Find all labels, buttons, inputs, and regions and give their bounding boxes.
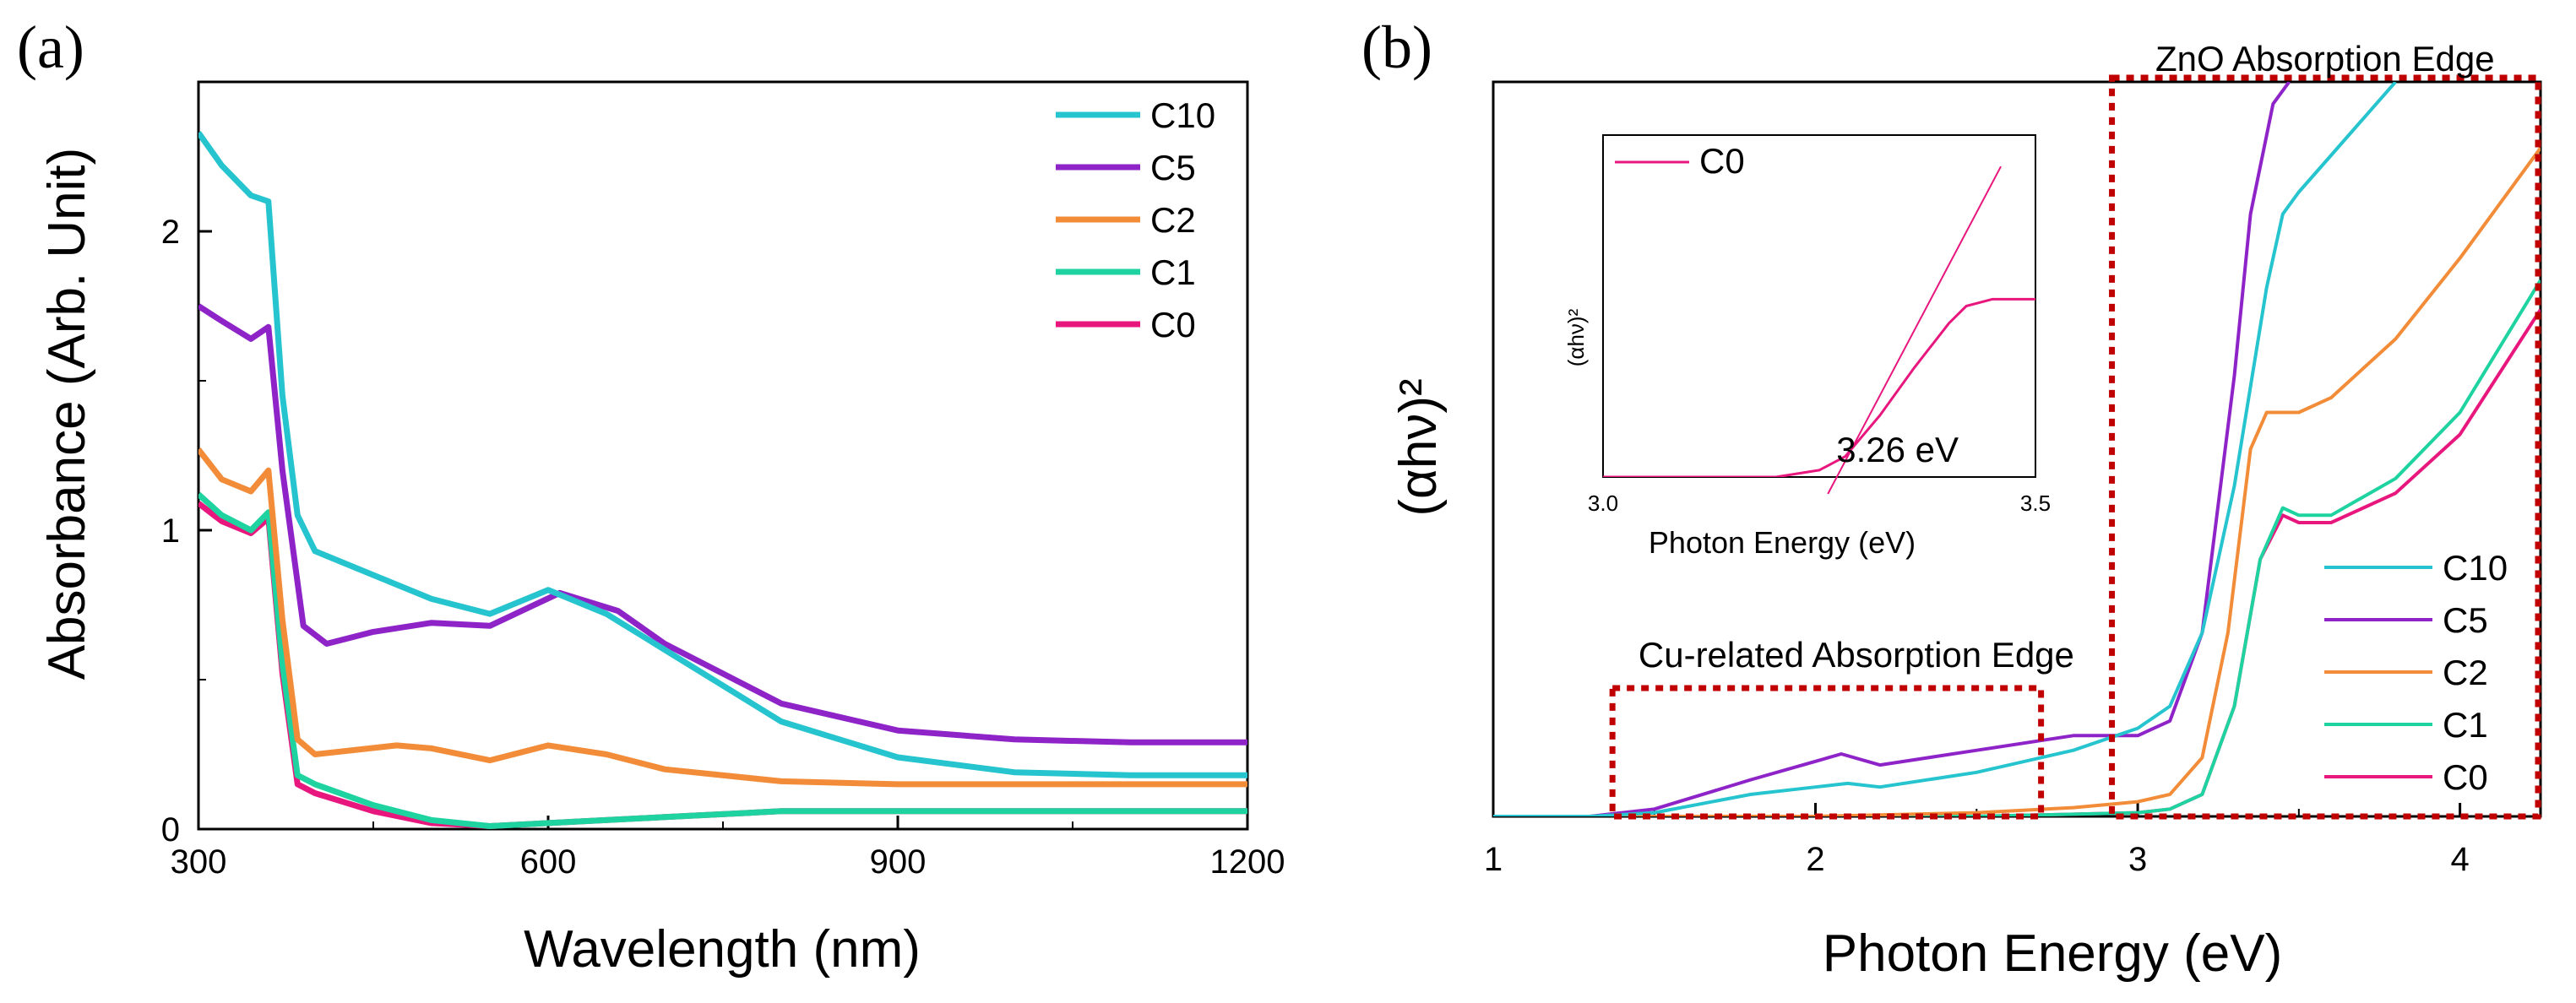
inset-axes-frame xyxy=(1602,134,2036,478)
inset-x-axis-title: Photon Energy (eV) xyxy=(1649,525,1916,560)
zno-absorption-edge-box xyxy=(2109,74,2541,820)
panel-a-label: (a) xyxy=(17,14,84,81)
panel-a-legend: C10 C5 C2 C1 C0 xyxy=(1056,95,1215,344)
x-tick-label: 2 xyxy=(1806,841,1824,878)
panel-a-x-axis-title: Wavelength (nm) xyxy=(524,920,921,979)
series-line-c2 xyxy=(198,447,1247,788)
panel-b-annotation-boxes xyxy=(1609,74,2541,820)
series-line-c5 xyxy=(1493,82,2291,816)
panel-b-label: (b) xyxy=(1361,14,1432,81)
cu-absorption-edge-box xyxy=(1609,685,2045,820)
y-tick-label: 0 xyxy=(161,811,180,848)
series-line-c10 xyxy=(198,131,1247,778)
panel-b-x-axis-title: Photon Energy (eV) xyxy=(1823,924,2283,983)
y-tick-label: 2 xyxy=(161,214,180,251)
x-tick-label: 3 xyxy=(2128,841,2147,878)
x-tick-label: 600 xyxy=(520,843,577,881)
x-tick-label: 4 xyxy=(2450,841,2469,878)
legend-label-c0: C0 xyxy=(2443,757,2488,797)
panel-a-axes-frame xyxy=(197,80,1249,831)
cu-absorption-edge-label: Cu-related Absorption Edge xyxy=(1639,635,2074,675)
zno-absorption-edge-label: ZnO Absorption Edge xyxy=(2155,39,2495,79)
series-line-c10 xyxy=(1493,82,2397,816)
legend-label-c5: C5 xyxy=(2443,600,2488,640)
panel-a-ticks: 300 600 900 1200 0 1 2 xyxy=(161,214,1285,881)
panel-a-y-axis-title: Absorbance (Arb. Unit) xyxy=(38,148,96,680)
x-tick-label: 300 xyxy=(171,843,227,881)
panel-b-inset: 3.0 3.5 C0 3.26 eV Photon Energy (eV) (αh… xyxy=(1563,134,2051,560)
legend-label-c5: C5 xyxy=(1150,148,1196,187)
legend-label-c1: C1 xyxy=(2443,705,2488,745)
series-line-c2 xyxy=(1493,147,2541,816)
legend-label-c2: C2 xyxy=(2443,653,2488,692)
panel-b-series xyxy=(1493,82,2541,816)
panel-a: (a) 300 600 900 1200 0 1 2 C10 C5 C2 C1 C0 Wavelen… xyxy=(17,14,1285,979)
inset-band-gap-label: 3.26 eV xyxy=(1836,430,1959,469)
y-tick-label: 1 xyxy=(161,512,180,550)
inset-legend-label: C0 xyxy=(1699,141,1745,181)
inset-series xyxy=(1603,165,2035,495)
x-tick-label: 1 xyxy=(1484,841,1503,878)
inset-tangent-line xyxy=(1827,165,2002,495)
series-line-c1 xyxy=(198,491,1247,829)
legend-label-c0: C0 xyxy=(1150,305,1196,344)
legend-label-c1: C1 xyxy=(1150,252,1196,292)
panel-b-legend: C10 C5 C2 C1 C0 xyxy=(2324,548,2508,797)
inset-ticks: 3.0 3.5 xyxy=(1588,491,2051,516)
x-tick-label: 900 xyxy=(870,843,927,881)
series-line-c5 xyxy=(198,303,1247,745)
inset-legend: C0 xyxy=(1615,141,1745,181)
panel-b-ticks: 1 2 3 4 xyxy=(1484,803,2470,878)
inset-x-tick-label: 3.5 xyxy=(2020,491,2051,516)
panel-a-series xyxy=(198,131,1247,829)
panel-b: (b) 1 2 3 4 ZnO Absorption Edge Cu-related … xyxy=(1361,14,2542,983)
legend-label-c2: C2 xyxy=(1150,200,1196,240)
legend-label-c10: C10 xyxy=(2443,548,2508,588)
panel-b-y-axis-title: (αhν)² xyxy=(1389,378,1448,516)
legend-label-c10: C10 xyxy=(1150,95,1215,135)
x-tick-label: 1200 xyxy=(1210,843,1285,881)
inset-x-tick-label: 3.0 xyxy=(1588,491,1618,516)
inset-y-axis-title: (αhν)² xyxy=(1563,308,1589,366)
inset-series-line-c0 xyxy=(1603,297,2035,477)
